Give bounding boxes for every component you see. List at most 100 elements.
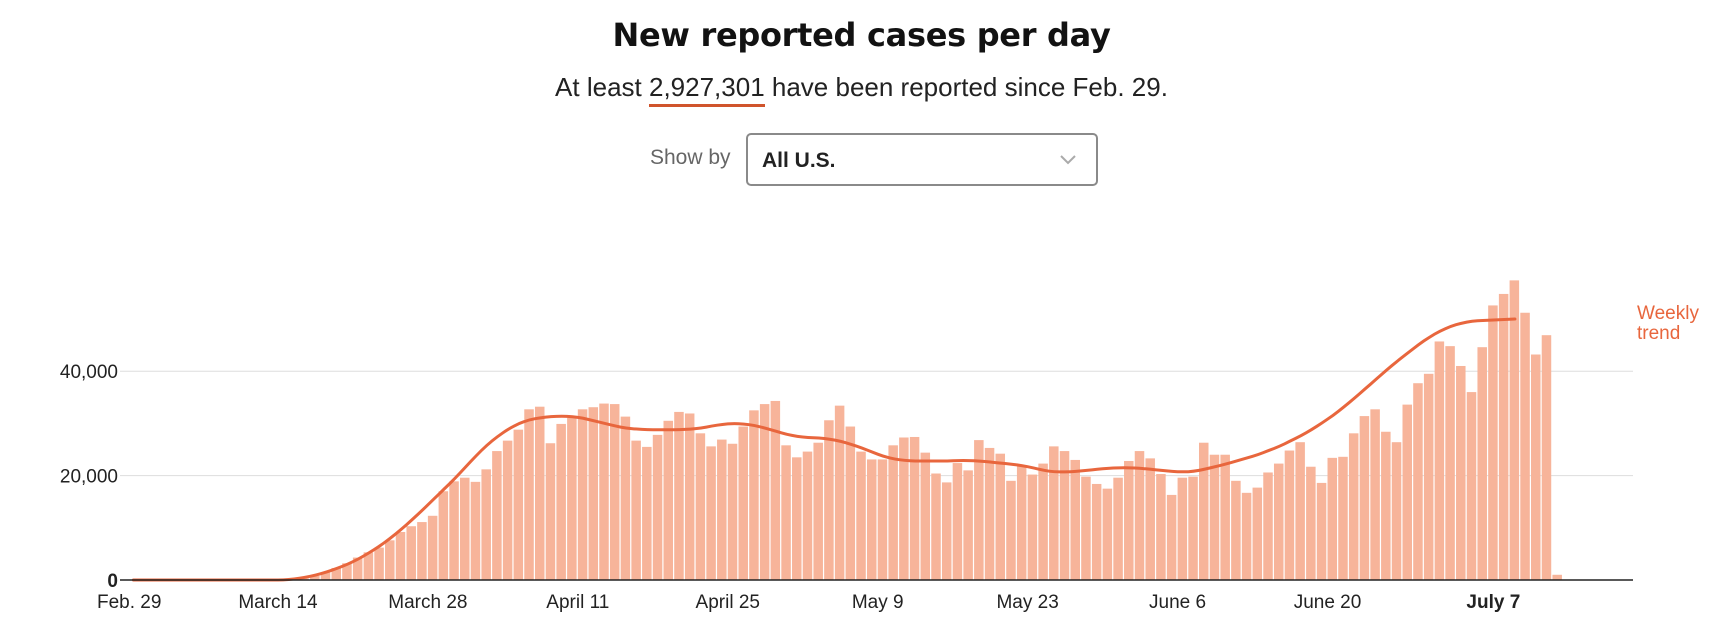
- trend-label-line2: trend: [1637, 323, 1680, 344]
- bar: [1177, 477, 1188, 580]
- bar: [1445, 346, 1455, 580]
- bar: [363, 552, 374, 580]
- bar: [1231, 480, 1241, 580]
- bar: [802, 451, 813, 580]
- bar: [952, 463, 963, 580]
- bar: [620, 416, 631, 580]
- bar: [460, 477, 470, 580]
- x-tick-label: Feb. 29: [97, 592, 161, 613]
- x-tick-label: June 6: [1149, 592, 1206, 613]
- bar: [674, 411, 684, 580]
- bar: [385, 540, 395, 580]
- bar: [502, 440, 513, 580]
- trend-label-line1: Weekly: [1637, 303, 1699, 324]
- bar: [1027, 474, 1038, 580]
- bar: [1359, 416, 1370, 580]
- bar: [984, 447, 995, 580]
- bar: [567, 417, 577, 580]
- bar: [1049, 446, 1059, 580]
- bar: [1188, 476, 1198, 580]
- bar: [609, 404, 620, 580]
- bar: [781, 445, 791, 580]
- bar: [492, 451, 502, 580]
- bar: [1531, 354, 1541, 580]
- bar: [545, 443, 556, 580]
- bar: [909, 436, 920, 580]
- bar: [1134, 451, 1145, 580]
- bar: [1498, 293, 1509, 580]
- bar: [534, 406, 545, 580]
- bar: [1145, 458, 1155, 580]
- bar: [1070, 459, 1080, 580]
- page-subtitle: At least 2,927,301 have been reported si…: [0, 72, 1723, 107]
- subtitle-prefix: At least: [555, 72, 649, 102]
- bar: [513, 429, 524, 580]
- bar: [1338, 456, 1348, 580]
- bar: [524, 409, 534, 580]
- bar: [1520, 312, 1530, 580]
- bar: [438, 491, 449, 580]
- bar: [406, 526, 416, 580]
- x-tick-label: May 23: [996, 592, 1058, 613]
- bar: [1091, 483, 1102, 580]
- bar: [695, 433, 706, 580]
- bar: [899, 437, 909, 580]
- bar: [684, 413, 695, 580]
- bar: [1199, 442, 1209, 580]
- bar: [1466, 392, 1477, 580]
- bar: [417, 522, 427, 580]
- bar: [449, 481, 459, 580]
- bar: [877, 459, 888, 580]
- show-by-label: Show by: [650, 146, 731, 169]
- bar: [1016, 465, 1027, 580]
- bar: [1477, 347, 1487, 580]
- bar: [1263, 472, 1273, 580]
- bar: [374, 547, 384, 580]
- bar: [974, 440, 984, 580]
- bar: [1413, 383, 1423, 580]
- y-tick-label: 20,000: [60, 467, 118, 488]
- bar: [1316, 482, 1327, 580]
- bar: [1306, 466, 1316, 580]
- bar: [1006, 480, 1016, 580]
- bar: [331, 567, 341, 580]
- bar: [1220, 454, 1230, 580]
- bar: [759, 404, 770, 580]
- x-tick-label: July 7: [1466, 592, 1520, 613]
- x-tick-label: April 11: [546, 592, 609, 613]
- bar: [941, 482, 952, 580]
- bar: [1102, 488, 1113, 580]
- bar: [963, 470, 973, 580]
- bar: [395, 531, 406, 580]
- region-select[interactable]: All U.S.: [746, 133, 1098, 186]
- bar: [1124, 460, 1134, 580]
- bar: [663, 420, 674, 580]
- bar: [1509, 280, 1520, 580]
- bar: [1284, 450, 1295, 580]
- chevron-down-icon: [1060, 155, 1076, 165]
- bar: [1113, 477, 1123, 580]
- bar: [1552, 574, 1562, 580]
- bar: [1381, 431, 1391, 580]
- axes: 0 20,000 40,000 Feb. 29 March 14 March 28 Apri…: [60, 362, 1633, 613]
- bar: [1402, 404, 1412, 580]
- bar: [1391, 442, 1402, 580]
- x-tick-label: June 20: [1294, 592, 1362, 613]
- bar: [1252, 487, 1263, 580]
- bar: [1295, 442, 1305, 580]
- bar: [577, 409, 588, 580]
- bar: [866, 459, 877, 580]
- bar: [824, 420, 834, 580]
- bar: [1541, 335, 1552, 580]
- bar: [1434, 341, 1445, 580]
- bar: [1166, 494, 1177, 580]
- total-cases-number: 2,927,301: [648, 72, 765, 107]
- bar: [888, 445, 898, 580]
- bar: [1059, 451, 1070, 580]
- bar: [556, 423, 566, 580]
- bar: [1456, 365, 1466, 580]
- bar: [1209, 454, 1220, 580]
- bar: [727, 443, 738, 580]
- bar: [738, 426, 748, 580]
- bar: [1327, 457, 1338, 580]
